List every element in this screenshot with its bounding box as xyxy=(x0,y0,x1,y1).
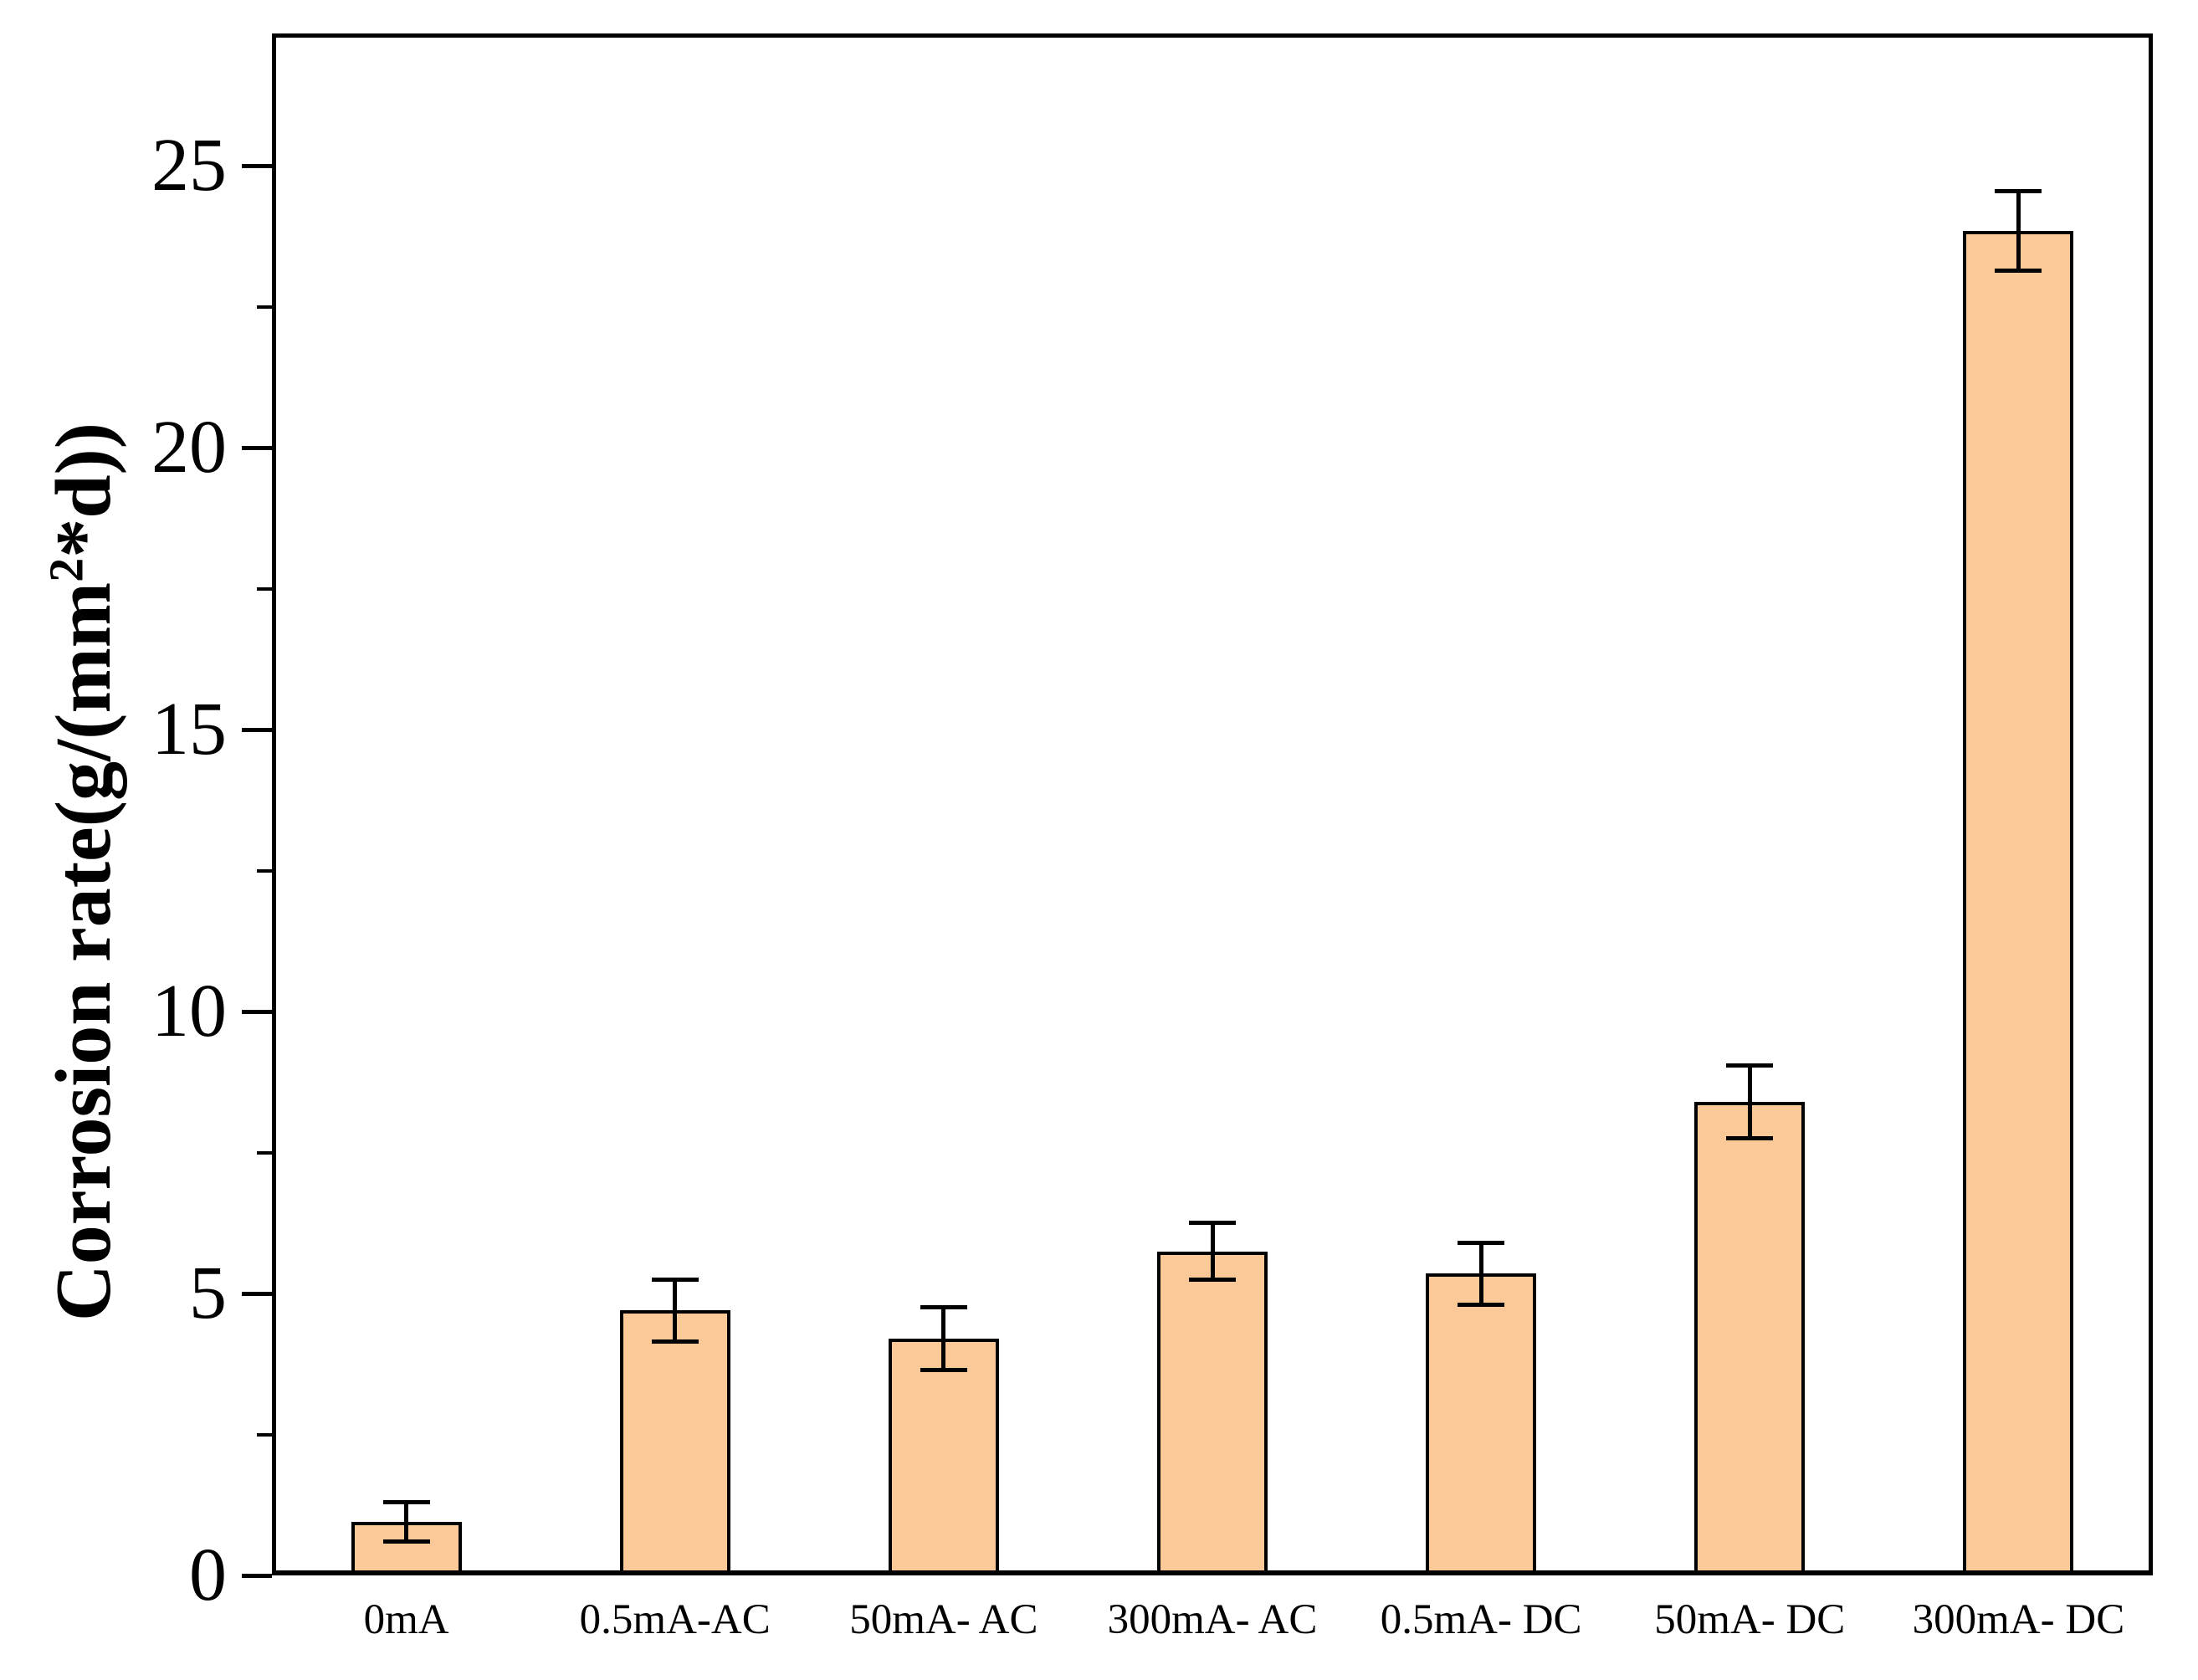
x-category-label: 50mA- DC xyxy=(1654,1596,1846,1643)
y-axis-title-unit: *d)) xyxy=(40,422,127,558)
bar xyxy=(1426,1273,1537,1575)
error-bar-cap-bottom xyxy=(1726,1136,1774,1141)
bar xyxy=(1157,1251,1268,1575)
y-tick-label: 0 xyxy=(189,1534,227,1616)
y-axis-title-text: Corrosion rate(g/(mm xyxy=(40,581,127,1322)
x-category-label: 0mA xyxy=(363,1596,449,1643)
plot-area: 0 5 10 15 20 25 0mA 0.5mA-AC 50mA- AC 300mA- AC 0.… xyxy=(151,33,2153,1643)
x-category-label: 0.5mA- DC xyxy=(1380,1596,1582,1643)
error-bar-cap-bottom xyxy=(920,1367,967,1372)
y-tick-label: 10 xyxy=(151,970,227,1053)
error-bar-cap-top xyxy=(382,1499,430,1504)
error-bar-cap-top xyxy=(1726,1063,1774,1068)
y-major-tick xyxy=(242,163,272,168)
error-bar-cap-bottom xyxy=(651,1339,699,1344)
y-axis-title-superscript: 2 xyxy=(38,557,94,582)
error-bar-cap-bottom xyxy=(1189,1277,1236,1282)
error-bar-line xyxy=(1747,1065,1752,1139)
x-category-label: 300mA- DC xyxy=(1912,1596,2125,1643)
y-major-tick xyxy=(242,1291,272,1296)
error-bar-cap-bottom xyxy=(1458,1303,1505,1308)
error-bar-line xyxy=(404,1502,409,1542)
y-tick-label: 5 xyxy=(189,1252,227,1335)
error-bar-cap-top xyxy=(1458,1240,1505,1245)
error-bar-line xyxy=(673,1279,678,1342)
y-minor-tick xyxy=(257,305,272,309)
error-bar-cap-top xyxy=(651,1277,699,1282)
x-category-label: 300mA- AC xyxy=(1107,1596,1318,1643)
bar xyxy=(619,1310,730,1575)
y-tick-label: 15 xyxy=(151,688,227,771)
error-bar-cap-top xyxy=(1189,1221,1236,1226)
error-bar-cap-top xyxy=(1995,189,2042,194)
error-bar-cap-bottom xyxy=(1995,268,2042,273)
y-major-tick xyxy=(242,445,272,450)
y-minor-tick xyxy=(257,868,272,873)
error-bar-cap-top xyxy=(920,1305,967,1310)
y-tick-label: 20 xyxy=(151,406,227,489)
y-major-tick xyxy=(242,1573,272,1578)
bar xyxy=(1963,230,2074,1575)
error-bar-line xyxy=(2016,191,2021,270)
y-minor-tick xyxy=(257,1150,272,1155)
y-minor-tick xyxy=(257,586,272,591)
y-axis-title: Corrosion rate(g/(mm2*d)) xyxy=(38,423,129,1321)
error-bar-line xyxy=(1478,1242,1483,1305)
y-major-tick xyxy=(242,727,272,732)
bar xyxy=(888,1338,999,1575)
y-minor-tick xyxy=(257,1432,272,1437)
error-bar-line xyxy=(941,1307,946,1370)
error-bar-line xyxy=(1210,1222,1215,1280)
y-major-tick xyxy=(242,1009,272,1014)
error-bar-cap-bottom xyxy=(382,1539,430,1544)
bar xyxy=(1694,1101,1806,1575)
x-category-label: 50mA- AC xyxy=(849,1596,1038,1643)
x-category-label: 0.5mA-AC xyxy=(579,1596,771,1643)
y-tick-label: 25 xyxy=(151,124,227,207)
